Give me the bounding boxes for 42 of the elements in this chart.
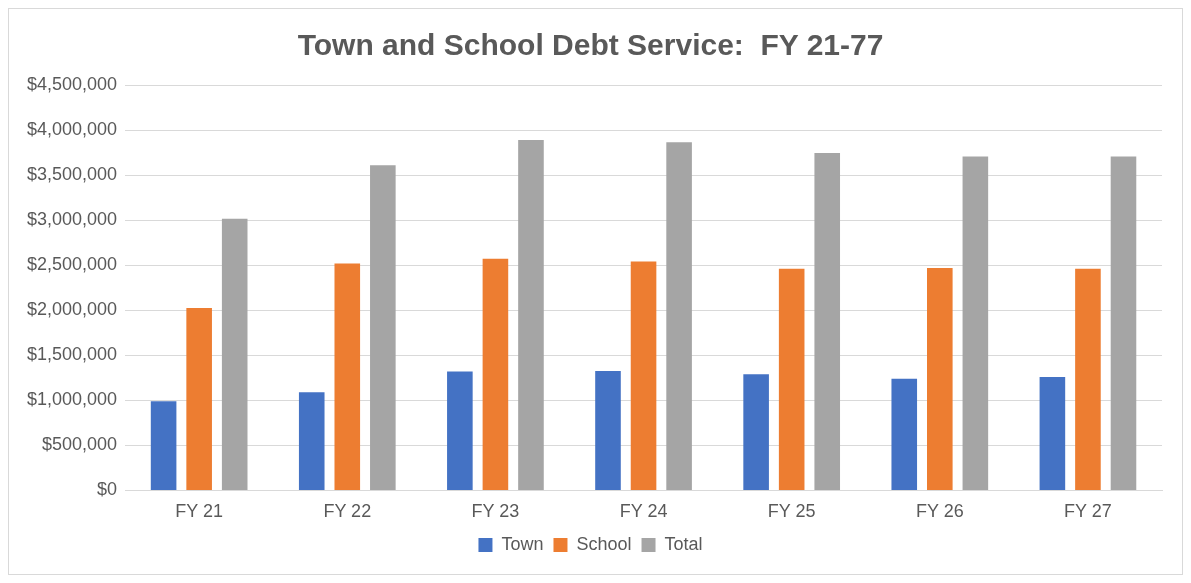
x-tick-label: FY 24 (619, 501, 668, 522)
chart-title: Town and School Debt Service: FY 21-77 (297, 28, 884, 62)
bar (482, 258, 509, 490)
x-tick-label: FY 23 (471, 501, 520, 522)
x-tick-label: FY 27 (1064, 501, 1112, 522)
bar (186, 307, 212, 490)
bar (743, 374, 769, 490)
bar (814, 153, 841, 490)
x-tick-label: FY 22 (323, 501, 372, 522)
bar (150, 401, 177, 490)
bar (1110, 156, 1137, 490)
bar (221, 218, 248, 490)
bar (1039, 376, 1066, 490)
bar (595, 371, 621, 490)
bar (778, 268, 805, 490)
legend-label: Total (664, 533, 703, 554)
bar (666, 142, 692, 490)
legend-label: Town (501, 533, 544, 554)
y-tick-label: $0 (97, 479, 118, 500)
bar (298, 392, 325, 490)
x-tick-label: FY 25 (767, 501, 816, 522)
x-tick-label: FY 26 (915, 501, 964, 522)
y-tick-label: $1,000,000 (26, 389, 118, 410)
x-tick-label: FY 21 (175, 501, 223, 522)
legend-label: School (576, 533, 632, 554)
bar (518, 139, 544, 490)
y-tick-label: $500,000 (42, 434, 118, 455)
y-tick-label: $4,500,000 (26, 73, 118, 94)
bar (630, 261, 657, 490)
y-tick-label: $2,000,000 (26, 299, 118, 320)
y-tick-label: $3,500,000 (26, 164, 118, 185)
y-tick-label: $4,000,000 (26, 119, 118, 140)
bar (334, 263, 361, 490)
y-tick-label: $2,500,000 (26, 254, 118, 275)
bar (1075, 268, 1101, 490)
bar (370, 165, 396, 490)
y-tick-label: $1,500,000 (26, 344, 118, 365)
bar (447, 371, 473, 490)
bar (891, 378, 918, 490)
bar (927, 267, 953, 490)
bar (962, 156, 989, 490)
y-tick-label: $3,000,000 (26, 209, 118, 230)
